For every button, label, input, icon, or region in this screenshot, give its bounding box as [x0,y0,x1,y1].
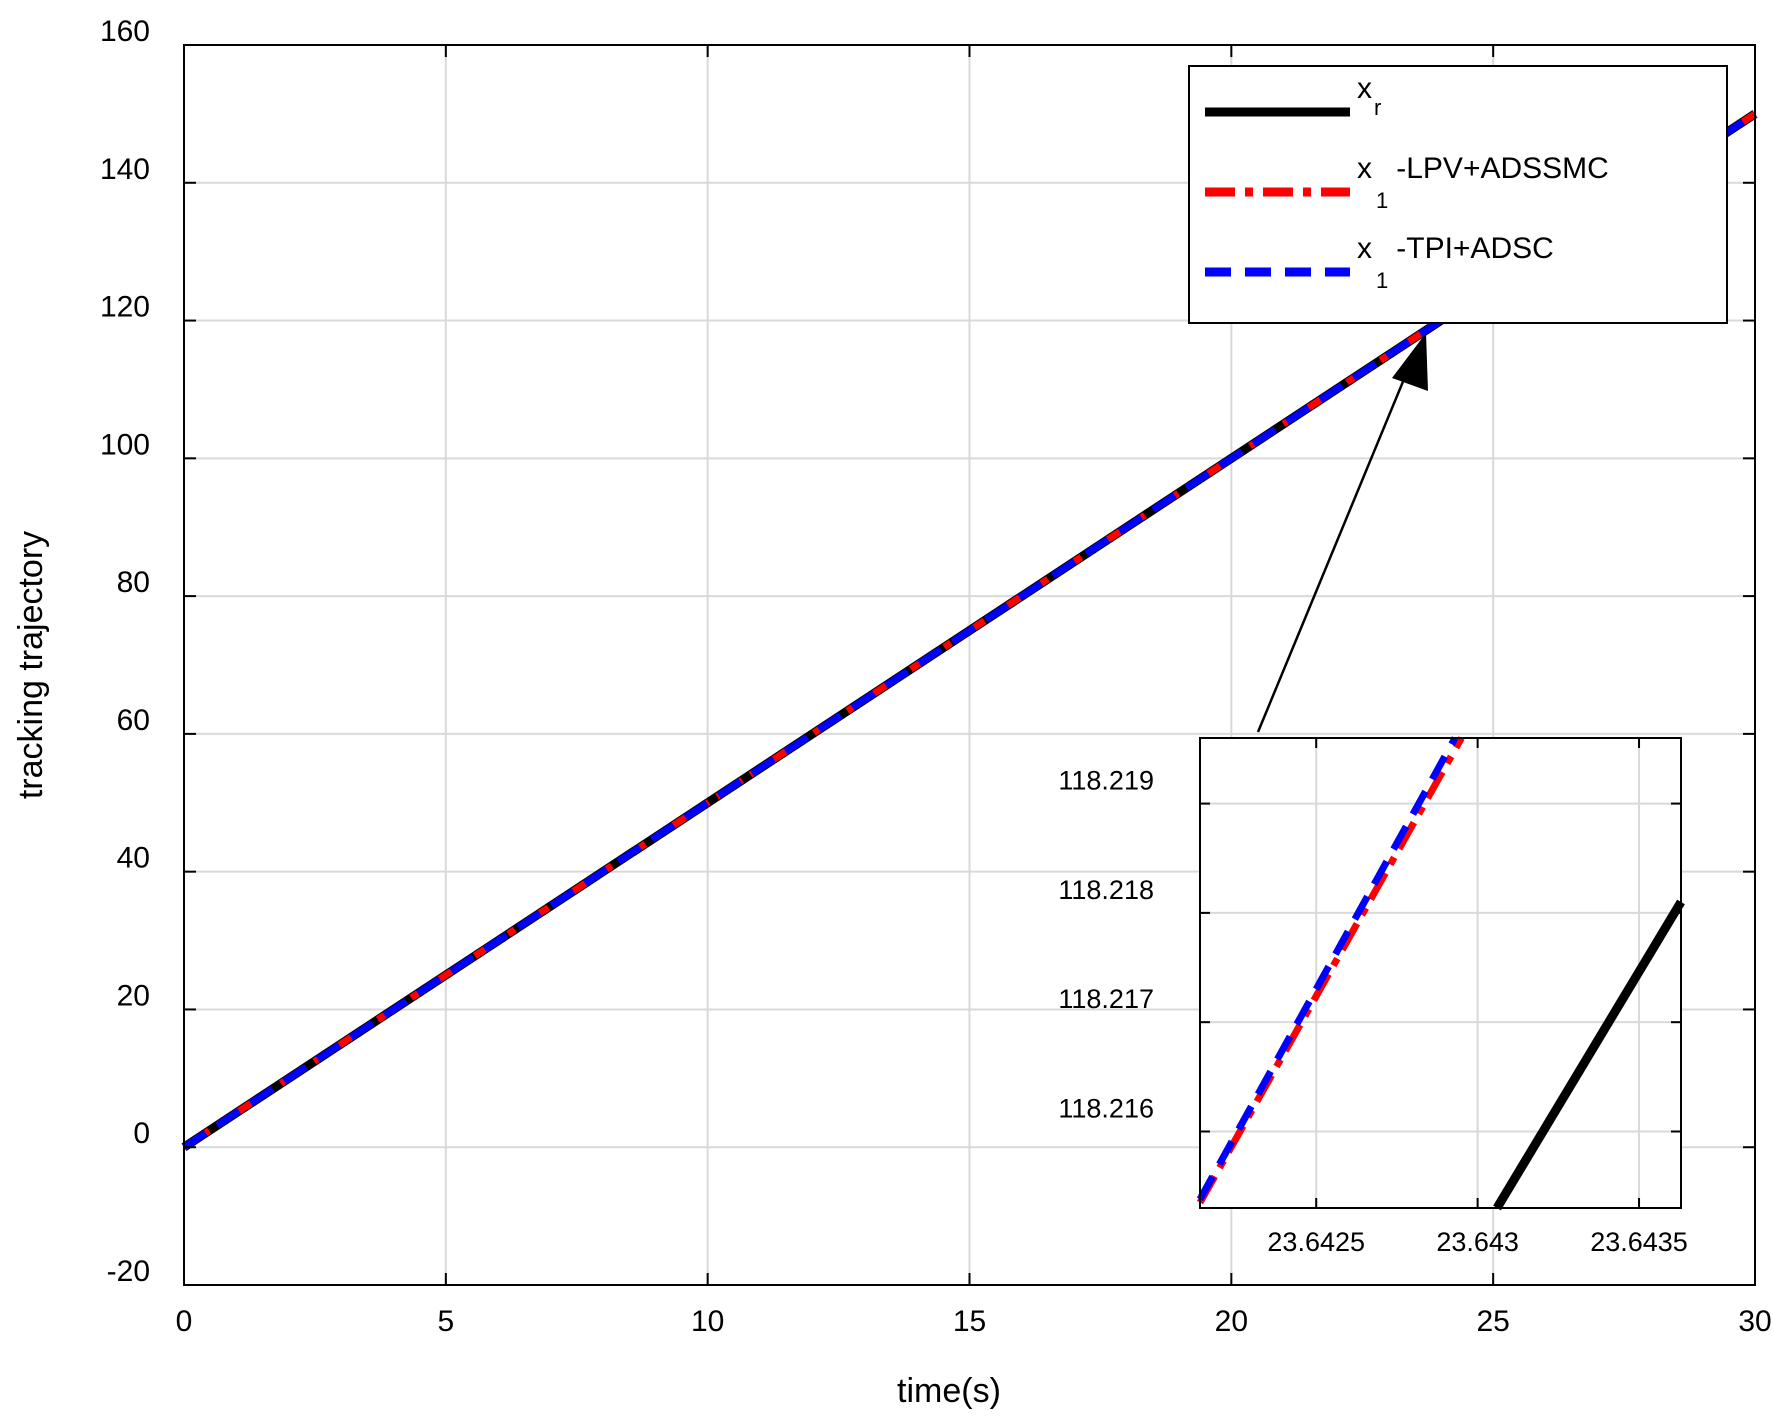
legend-label-tpi: x1-TPI+ADSC [1357,232,1554,293]
legend-label-lpv: x1-LPV+ADSSMC [1357,152,1609,213]
inset-x-tick-label: 23.6425 [1267,1227,1365,1257]
inset-line-tpi-adsc [1196,736,1459,1201]
x-tick-label: 0 [176,1305,193,1338]
inset-frame [1199,737,1682,1209]
inset-y-tick-label: 118.218 [1058,875,1154,905]
inset-plot: 23.6425 23.643 23.6435 118.216118.217118.2… [1058,736,1688,1257]
inset-background [1200,738,1681,1208]
legend-entry-lpv: x1-LPV+ADSSMC [1205,152,1609,213]
inset-y-tick-label: 118.219 [1058,766,1154,796]
y-tick-label: 20 [117,979,150,1012]
legend-entry-tpi: x1-TPI+ADSC [1205,232,1554,293]
y-axis-label: tracking trajectory [12,531,50,799]
x-tick-label: 30 [1738,1305,1771,1338]
arrow-shaft [1256,354,1416,733]
inset-series [1196,736,1685,1211]
x-tick-label: 20 [1215,1305,1248,1338]
x-tick-label: 25 [1476,1305,1509,1338]
legend: xr x1-LPV+ADSSMC x1-TPI+ADSC [1188,65,1728,324]
zoom-annotation-arrow [1256,333,1428,733]
inset-grid [1200,738,1681,1208]
y-tick-label: 160 [100,15,150,48]
x-tick-label: 5 [437,1305,454,1338]
legend-label-xr: xr [1357,72,1381,120]
inset-y-tick-label: 118.216 [1058,1093,1154,1123]
inset-x-tick-label: 23.6435 [1590,1227,1688,1257]
x-tick-label: 15 [953,1305,986,1338]
x-tick-label: 10 [691,1305,724,1338]
inset-y-ticks: 118.216 118.217 118.218 118.219 [1058,766,1681,1133]
y-tick-label: 120 [100,291,150,324]
y-tick-label: 40 [117,842,150,875]
y-tick-label: 0 [133,1117,150,1150]
inset-line-xr [1493,899,1685,1211]
inset-x-tick-label: 23.643 [1436,1227,1519,1257]
y-tick-label: 80 [117,566,150,599]
main-y-ticks: -20 0 20 40 60 80 100 120 140 160 [100,15,1755,1288]
x-axis-label: time(s) [897,1372,1001,1410]
legend-entry-xr: xr [1205,72,1381,120]
arrow-head [1392,333,1428,391]
y-tick-label: -20 [107,1255,150,1288]
inset-y-tick-label: 118.217 [1058,984,1154,1014]
main-grid [184,45,1755,1285]
y-tick-label: 60 [117,704,150,737]
main-x-ticks: 0 5 10 15 20 25 30 [176,45,1772,1338]
inset-x-ticks: 23.6425 23.643 23.6435 [1267,738,1688,1257]
y-tick-label: 140 [100,153,150,186]
y-tick-label: 100 [100,428,150,461]
